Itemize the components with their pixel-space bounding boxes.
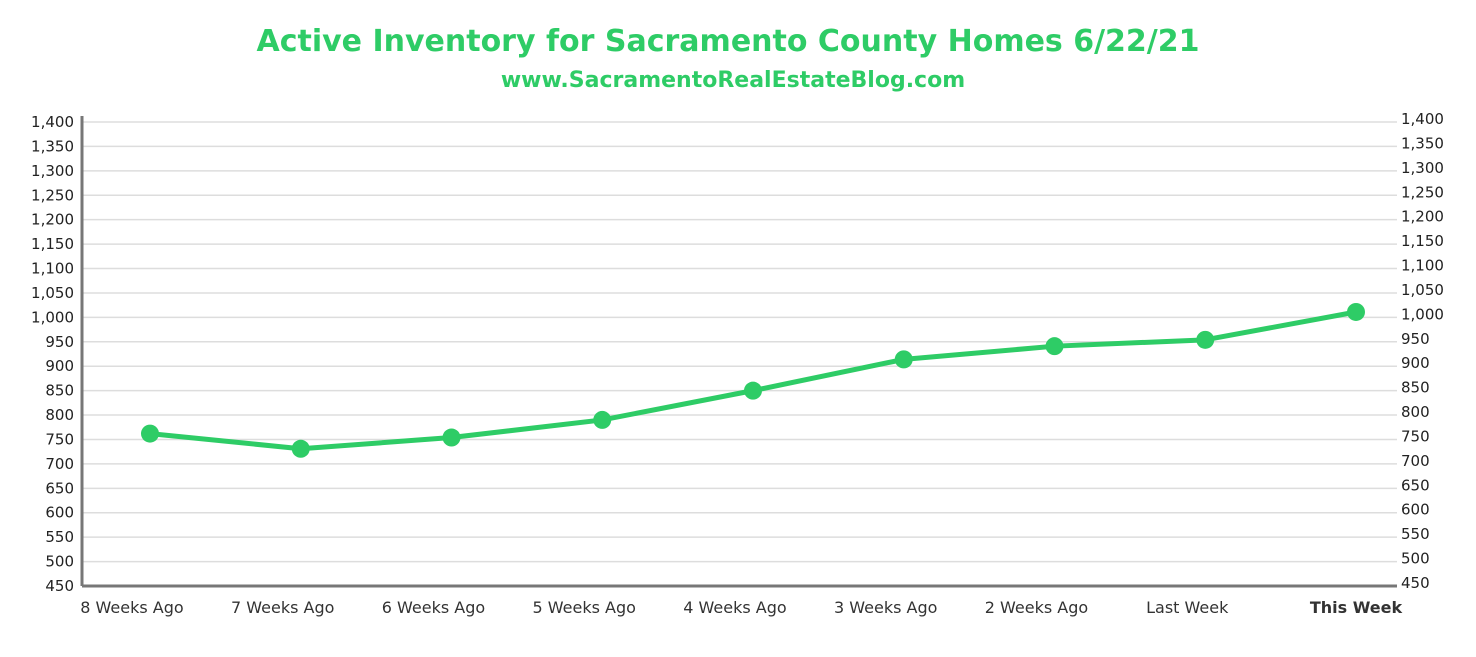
data-point (141, 424, 159, 443)
y-tick-label-right: 600 (1401, 501, 1430, 519)
y-tick-label-left: 550 (45, 528, 74, 546)
x-tick-label: 4 Weeks Ago (683, 598, 786, 617)
chart-title: Active Inventory for Sacramento County H… (256, 24, 1200, 59)
y-tick-label-left: 1,200 (31, 211, 74, 229)
y-tick-label-right: 450 (1401, 574, 1430, 592)
x-tick-label: This Week (1310, 598, 1403, 617)
data-point (291, 439, 310, 458)
chart-subtitle: www.SacramentoRealEstateBlog.com (500, 68, 966, 93)
y-tick-label-left: 500 (45, 553, 74, 571)
y-tick-label-right: 1,150 (1401, 232, 1444, 250)
y-tick-label-right: 650 (1401, 476, 1430, 494)
data-point (1347, 302, 1365, 321)
y-tick-label-right: 1,050 (1401, 281, 1444, 299)
data-point (894, 350, 913, 369)
x-tick-label: 3 Weeks Ago (834, 598, 937, 617)
y-tick-label-left: 1,050 (31, 284, 74, 302)
y-tick-label-right: 1,200 (1401, 208, 1444, 226)
x-tick-label: 8 Weeks Ago (80, 598, 183, 617)
y-tick-label-left: 800 (45, 406, 74, 424)
y-tick-label-left: 1,100 (31, 260, 74, 278)
y-tick-label-right: 1,250 (1401, 183, 1444, 201)
y-tick-label-left: 700 (45, 455, 74, 473)
x-tick-label: 2 Weeks Ago (985, 598, 1088, 617)
data-point (1196, 330, 1215, 349)
y-tick-label-left: 600 (45, 504, 74, 522)
y-tick-label-right: 1,400 (1401, 110, 1444, 128)
x-tick-label: Last Week (1146, 598, 1229, 617)
y-tick-label-right: 800 (1401, 403, 1430, 421)
y-tick-label-right: 1,350 (1401, 134, 1444, 152)
y-tick-label-left: 1,400 (31, 113, 74, 131)
y-tick-label-right: 900 (1401, 354, 1430, 372)
y-tick-label-left: 1,150 (31, 235, 74, 253)
y-tick-label-left: 1,300 (31, 162, 74, 180)
series-line (147, 309, 1359, 452)
y-tick-label-left: 900 (45, 357, 74, 375)
y-tick-label-right: 1,000 (1401, 305, 1444, 323)
data-point (1045, 337, 1064, 356)
y-tick-label-left: 650 (45, 479, 74, 497)
y-tick-label-right: 850 (1401, 379, 1430, 397)
y-tick-label-right: 1,300 (1401, 159, 1444, 177)
y-tick-label-left: 1,350 (31, 137, 74, 155)
x-tick-label: 7 Weeks Ago (231, 598, 334, 617)
y-tick-label-left: 1,250 (31, 186, 74, 204)
y-tick-label-right: 950 (1401, 330, 1430, 348)
y-tick-label-right: 550 (1401, 525, 1430, 543)
y-tick-label-left: 850 (45, 382, 74, 400)
y-tick-label-left: 950 (45, 333, 74, 351)
y-tick-label-right: 700 (1401, 452, 1430, 470)
y-tick-label-left: 750 (45, 430, 74, 448)
y-tick-label-left: 450 (45, 577, 74, 595)
x-tick-label: 6 Weeks Ago (382, 598, 485, 617)
data-point (593, 410, 612, 429)
x-tick-label: 5 Weeks Ago (533, 598, 636, 617)
y-tick-label-right: 1,100 (1401, 257, 1444, 275)
data-point (744, 381, 762, 400)
y-tick-label-right: 500 (1401, 550, 1430, 568)
data-point (442, 428, 461, 447)
y-tick-label-right: 750 (1401, 427, 1430, 445)
y-tick-label-left: 1,000 (31, 308, 74, 326)
gridlines (82, 121, 1397, 563)
